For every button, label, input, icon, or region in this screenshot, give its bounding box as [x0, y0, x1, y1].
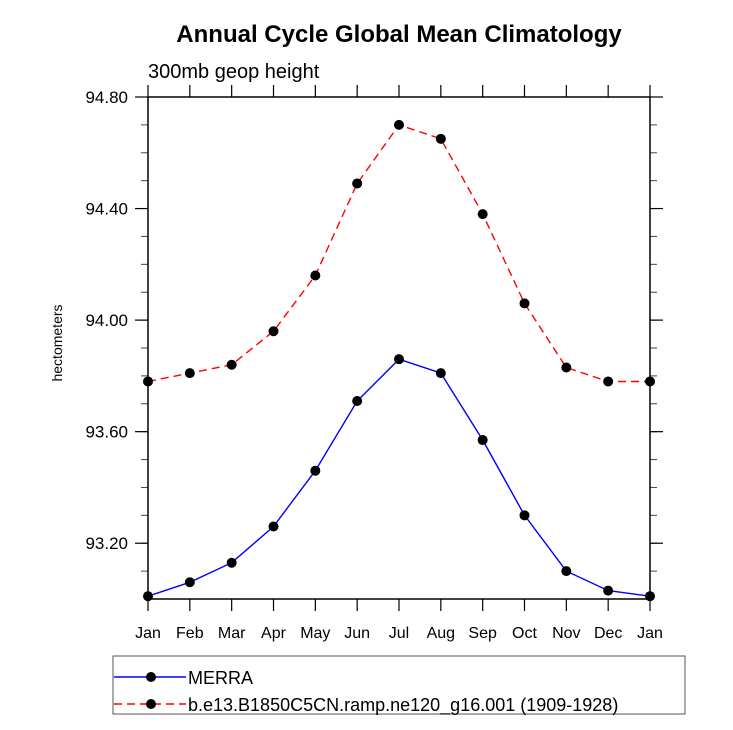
data-point-series-0 [435, 368, 446, 379]
x-tick-label: Oct [512, 625, 537, 642]
data-point-series-1 [519, 298, 530, 309]
legend-label-merra: MERRA [188, 668, 253, 688]
x-tick-label: Mar [218, 625, 246, 642]
x-tick-label: Jun [344, 625, 370, 642]
data-point-series-0 [310, 465, 321, 476]
data-point-series-0 [268, 521, 279, 532]
x-tick-label: Aug [427, 625, 455, 642]
data-point-series-1 [477, 209, 488, 220]
data-point-series-0 [561, 566, 572, 577]
y-tick-label: 93.20 [85, 534, 128, 553]
data-point-series-0 [184, 577, 195, 588]
x-tick-label: Sep [468, 625, 497, 642]
y-tick-label: 94.00 [85, 311, 128, 330]
x-tick-label: May [300, 625, 330, 642]
data-point-series-0 [519, 510, 530, 521]
x-tick-label: Jul [389, 625, 409, 642]
series-line-0 [147, 358, 651, 597]
series-line-1 [147, 124, 650, 383]
legend-marker-merra [146, 672, 156, 682]
y-axis-label: hectometers [49, 304, 65, 381]
y-tick-label: 94.40 [85, 200, 128, 219]
data-point-series-0 [603, 585, 614, 596]
data-point-series-1 [268, 326, 279, 337]
data-point-series-1 [394, 119, 404, 130]
legend-marker-model [146, 699, 156, 709]
y-tick-label: 94.80 [85, 88, 128, 107]
legend-item-merra: MERRA [114, 668, 253, 688]
x-tick-label: Apr [261, 625, 287, 642]
y-tick-label: 93.60 [85, 423, 128, 442]
x-tick-label: Jan [135, 625, 161, 642]
data-point-series-0 [226, 557, 237, 568]
data-point-series-1 [184, 368, 195, 379]
data-point-series-1 [435, 133, 446, 144]
data-point-series-0 [477, 435, 488, 446]
data-point-series-1 [603, 376, 614, 387]
data-point-series-0 [394, 354, 404, 365]
x-tick-labels: Jan Feb Mar Apr May Jun Jul Aug Sep Oct Nov Dec Jan [135, 625, 663, 642]
series-markers [143, 119, 655, 602]
legend-box [112, 655, 686, 715]
x-tick-label: Dec [594, 625, 622, 642]
data-point-series-1 [226, 359, 237, 370]
x-tick-label: Jan [637, 625, 663, 642]
legend-item-model: b.e13.B1850C5CN.ramp.ne120_g16.001 (1909… [114, 695, 618, 716]
legend-label-model: b.e13.B1850C5CN.ramp.ne120_g16.001 (1909… [188, 695, 618, 716]
y-tick-labels: 93.20 93.60 94.00 94.40 94.80 [85, 88, 128, 553]
legend: MERRA b.e13.B1850C5CN.ramp.ne120_g16.001… [112, 655, 686, 716]
plot-frame [147, 96, 651, 600]
chart-subtitle: 300mb geop height [148, 61, 320, 83]
chart-title: Annual Cycle Global Mean Climatology [176, 21, 622, 48]
x-tick-label: Nov [552, 625, 580, 642]
axis-ticks [135, 85, 663, 611]
data-point-series-1 [561, 362, 572, 373]
data-point-series-1 [352, 178, 363, 189]
data-point-series-1 [310, 270, 321, 281]
data-point-series-0 [352, 395, 363, 406]
x-tick-label: Feb [176, 625, 204, 642]
